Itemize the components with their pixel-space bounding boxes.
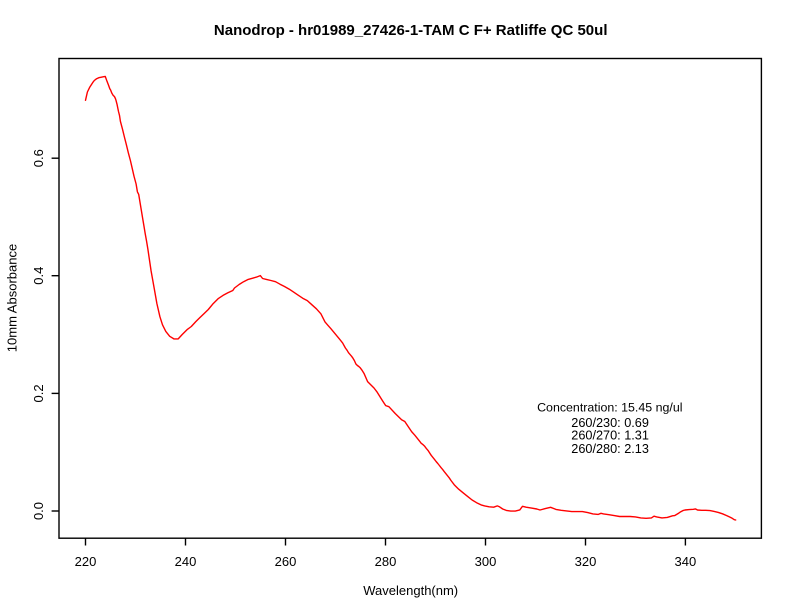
svg-text:260/270: 1.31: 260/270: 1.31 [571,429,649,443]
svg-text:Nanodrop - hr01989_27426-1-TAM: Nanodrop - hr01989_27426-1-TAM C F+ Ratl… [214,22,608,39]
svg-text:320: 320 [575,554,597,569]
svg-text:0.2: 0.2 [31,384,46,402]
svg-text:280: 280 [375,554,397,569]
svg-text:Wavelength(nm): Wavelength(nm) [363,583,458,598]
svg-text:300: 300 [475,554,497,569]
svg-text:340: 340 [675,554,697,569]
svg-text:0.0: 0.0 [31,502,46,520]
svg-text:260: 260 [275,554,297,569]
svg-text:260/280: 2.13: 260/280: 2.13 [571,442,649,456]
svg-text:240: 240 [175,554,197,569]
svg-text:220: 220 [75,554,97,569]
svg-text:0.4: 0.4 [31,267,46,285]
svg-text:Concentration: 15.45 ng/ul: Concentration: 15.45 ng/ul [537,401,682,415]
svg-text:260/230: 0.69: 260/230: 0.69 [571,416,649,430]
svg-text:0.6: 0.6 [31,149,46,167]
svg-text:10mm Absorbance: 10mm Absorbance [5,244,20,352]
